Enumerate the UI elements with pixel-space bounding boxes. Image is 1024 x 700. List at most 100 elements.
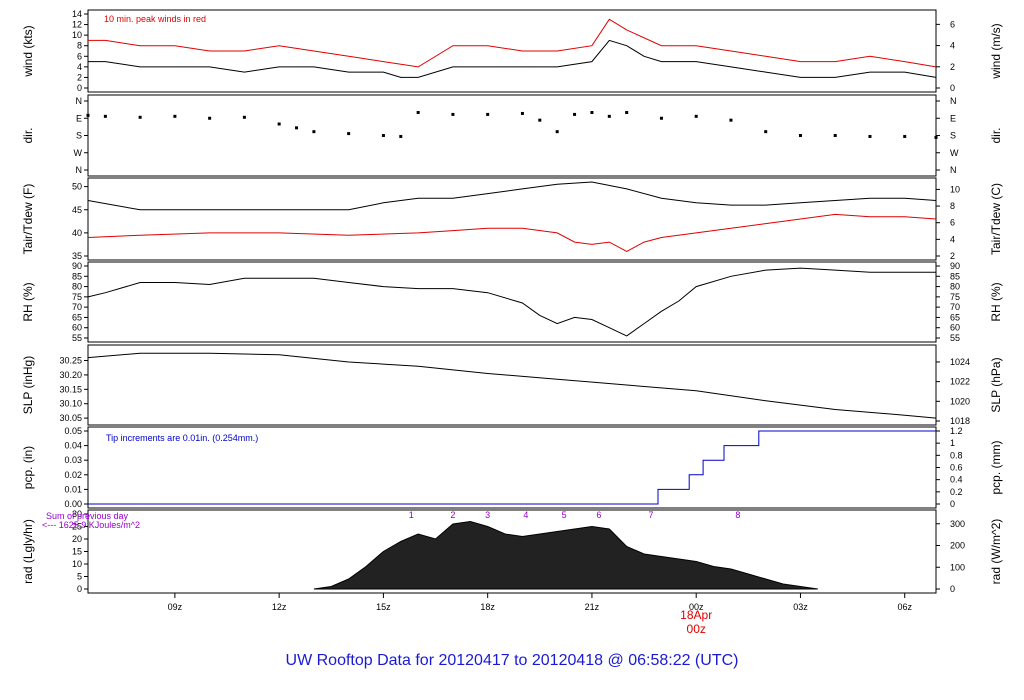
right-tick-label: 2 [950, 251, 955, 261]
left-tick-label: W [74, 148, 83, 158]
right-tick-label: 1.2 [950, 426, 963, 436]
right-tick-label: 300 [950, 519, 965, 529]
right-axis-label: wind (m/s) [989, 23, 1003, 79]
right-tick-label: N [950, 165, 957, 175]
hour-marker-label: 4 [523, 510, 528, 520]
dir-point [242, 115, 246, 119]
radiation-annotation: <--- 1625.9 KJoules/m^2 [42, 520, 140, 530]
left-tick-label: 0.04 [64, 441, 82, 451]
left-tick-label: 65 [72, 312, 82, 322]
dir-point [138, 115, 142, 119]
left-axis-label: SLP (inHg) [21, 356, 35, 414]
left-tick-label: 75 [72, 292, 82, 302]
left-tick-label: 10 [72, 30, 82, 40]
left-tick-label: 10 [72, 559, 82, 569]
hour-marker-label: 1 [409, 510, 414, 520]
left-tick-label: 45 [72, 205, 82, 215]
left-tick-label: 70 [72, 302, 82, 312]
hour-marker-label: 2 [450, 510, 455, 520]
left-tick-label: 30 [72, 509, 82, 519]
right-tick-label: 10 [950, 184, 960, 194]
dir-point [173, 114, 177, 118]
right-tick-label: 1 [950, 438, 955, 448]
dir-point [573, 112, 577, 116]
right-tick-label: 4 [950, 41, 955, 51]
x-tick-label: 09z [168, 602, 183, 612]
right-axis-label: Tair/Tdew (C) [989, 183, 1003, 255]
right-tick-label: 1022 [950, 377, 970, 387]
right-tick-label: 0.6 [950, 463, 963, 473]
dir-point [295, 126, 299, 130]
left-tick-label: 0.02 [64, 470, 82, 480]
dir-point [86, 113, 90, 117]
left-axis-label: RH (%) [21, 282, 35, 321]
right-tick-label: 75 [950, 292, 960, 302]
left-axis-label: rad (Lgly/hr) [21, 519, 35, 584]
left-tick-label: 30.15 [59, 384, 82, 394]
dir-point [312, 130, 316, 134]
left-tick-label: 15 [72, 547, 82, 557]
left-tick-label: 55 [72, 333, 82, 343]
right-tick-label: 85 [950, 271, 960, 281]
x-tick-label: 21z [585, 602, 600, 612]
left-tick-label: 30.10 [59, 399, 82, 409]
right-tick-label: 90 [950, 261, 960, 271]
series-line-black [87, 352, 937, 419]
dir-point [625, 111, 629, 114]
right-tick-label: 2 [950, 62, 955, 72]
right-tick-label: 200 [950, 541, 965, 551]
dir-point [347, 132, 351, 136]
radiation-annotation: Sum of previous day [46, 511, 129, 521]
right-tick-label: S [950, 131, 956, 141]
left-tick-label: 0.00 [64, 499, 82, 509]
dir-point [416, 111, 420, 114]
left-tick-label: 6 [77, 51, 82, 61]
dir-point [607, 114, 611, 118]
right-tick-label: W [950, 148, 959, 158]
date-label: 18Apr [680, 608, 712, 622]
series-line-blue [88, 430, 936, 505]
panel-frame [87, 94, 937, 177]
left-tick-label: N [76, 96, 83, 106]
series-line-Tair [87, 181, 937, 211]
chart-footer-title: UW Rooftop Data for 20120417 to 20120418… [285, 652, 739, 669]
left-tick-label: 4 [77, 62, 82, 72]
right-tick-label: 6 [950, 218, 955, 228]
x-tick-label: 12z [272, 602, 287, 612]
dir-point [538, 118, 542, 122]
left-tick-label: 60 [72, 323, 82, 333]
left-tick-label: 14 [72, 9, 82, 19]
right-axis-label: dir. [989, 127, 1003, 143]
dir-point [694, 114, 698, 118]
left-tick-label: 20 [72, 534, 82, 544]
left-tick-label: 2 [77, 72, 82, 82]
dir-point [381, 134, 385, 137]
left-tick-label: S [76, 131, 82, 141]
series-line-red [88, 18, 937, 68]
right-tick-label: 100 [950, 562, 965, 572]
right-tick-label: 0 [950, 499, 955, 509]
dir-point [555, 130, 559, 134]
right-tick-label: 4 [950, 234, 955, 244]
dir-point [729, 118, 733, 122]
dir-point [798, 134, 802, 137]
dir-point [399, 134, 403, 138]
right-axis-label: SLP (hPa) [989, 357, 1003, 412]
panel-frame [87, 261, 937, 343]
right-tick-label: 1018 [950, 416, 970, 426]
panel-temp: 35 40 45 50 2 4 6 8 10 Tair/Tdew (F) Tair/Tdew (C) [21, 177, 1003, 261]
x-tick-label: 00z [689, 602, 704, 612]
right-axis-label: rad (W/m^2) [989, 519, 1003, 585]
dir-point [590, 111, 594, 114]
left-tick-label: 25 [72, 522, 82, 532]
left-tick-label: 8 [77, 41, 82, 51]
panel-annotation: Tip increments are 0.01in. (0.254mm.) [106, 433, 258, 443]
left-tick-label: 12 [72, 20, 82, 30]
panel-annotation: 10 min. peak winds in red [104, 14, 206, 24]
hour-marker-label: 3 [485, 510, 490, 520]
